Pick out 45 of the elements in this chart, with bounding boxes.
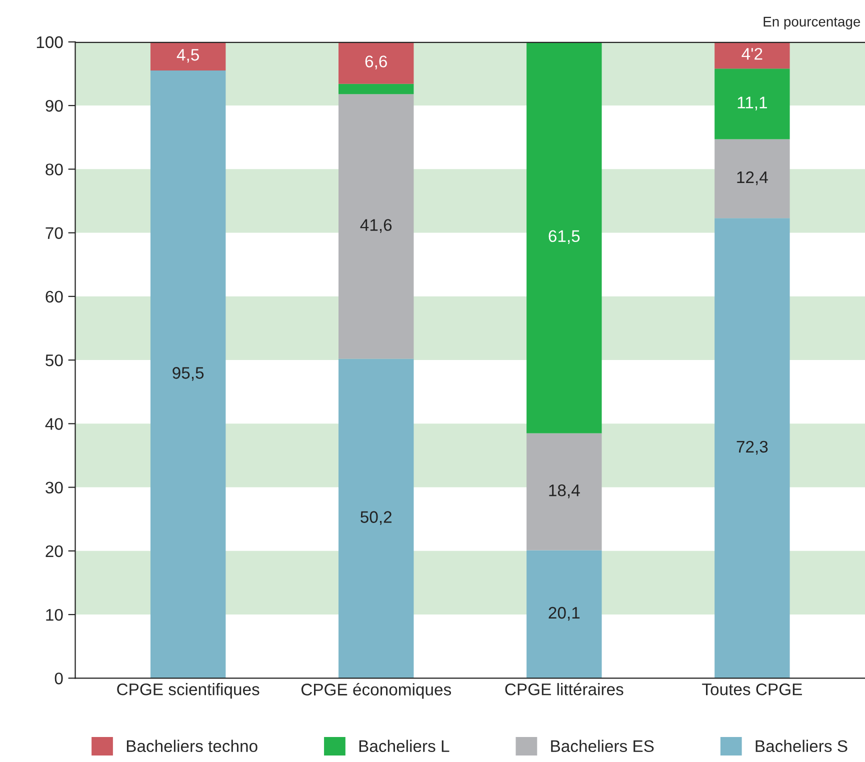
x-tick-label: CPGE économiques <box>301 683 452 699</box>
y-tick-label: 90 <box>46 100 63 112</box>
x-tick-label: CPGE littéraires <box>505 682 624 696</box>
y-tick-label: 40 <box>45 418 63 430</box>
data-label: 4,5 <box>176 49 199 63</box>
y-tick-label: 100 <box>36 36 63 48</box>
text: En pourcentage <box>764 16 860 30</box>
legend-label: Bacheliers ES <box>551 740 654 752</box>
bar <box>714 68 790 140</box>
bar <box>526 433 602 550</box>
bar <box>526 550 602 678</box>
data-label: 50,2 <box>360 511 392 525</box>
y-tick-label: 50 <box>46 354 63 366</box>
y-tick-label: 0 <box>54 672 63 684</box>
bar <box>714 218 790 678</box>
y-tick-label: 30 <box>46 482 63 494</box>
data-label: 61,5 <box>548 230 580 244</box>
bar <box>714 42 790 69</box>
data-label: 4'2 <box>742 48 762 60</box>
bar <box>338 42 414 84</box>
data-label: 12,4 <box>737 171 768 186</box>
x-tick-label: Toutes CPGE <box>702 683 802 696</box>
data-label: 20,1 <box>548 606 580 621</box>
data-label: 95,5 <box>172 367 204 381</box>
legend-label: Bacheliers techno <box>126 740 258 752</box>
bar <box>338 94 414 359</box>
data-label: 72,3 <box>736 440 768 455</box>
bar <box>150 42 226 71</box>
legend-label: Bacheliers S <box>756 740 848 752</box>
bar <box>526 42 602 434</box>
bar <box>338 358 414 678</box>
data-label: 18,4 <box>549 484 580 498</box>
x-tick-label: CPGE scientifiques <box>117 683 260 699</box>
y-tick-label: 10 <box>46 608 63 621</box>
bar <box>338 84 414 94</box>
y-tick-label: 60 <box>46 290 63 303</box>
data-label: 6,6 <box>365 56 387 70</box>
data-label: 41,6 <box>360 219 392 233</box>
y-tick-label: 80 <box>46 164 63 176</box>
bar <box>150 70 226 678</box>
legend-label: Bacheliers L <box>359 740 450 752</box>
y-tick-label: 20 <box>46 545 63 558</box>
bar <box>714 139 790 218</box>
y-tick-label: 70 <box>46 227 63 239</box>
data-label: 11,1 <box>738 96 767 110</box>
